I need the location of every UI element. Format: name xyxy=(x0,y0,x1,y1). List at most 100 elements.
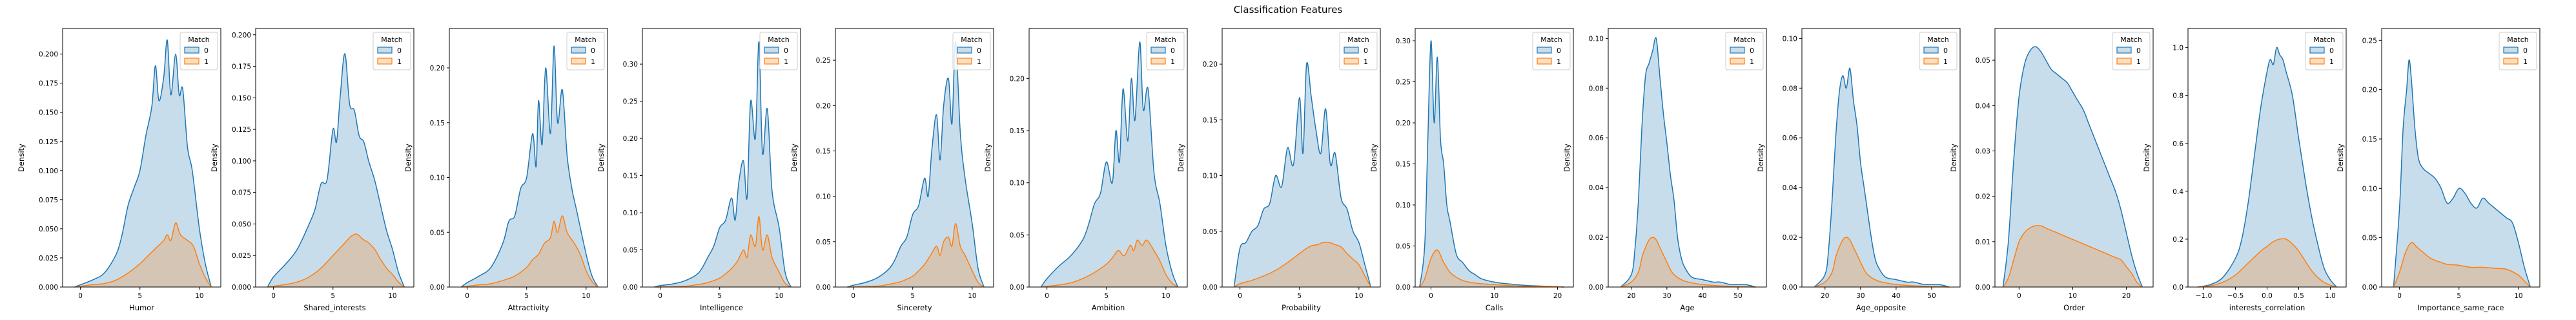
legend-entry-0: 0 xyxy=(1364,47,1368,55)
legend-swatch-0 xyxy=(2503,47,2519,54)
y-axis-label: Density xyxy=(1176,144,1185,172)
x-tick-label: 40 xyxy=(1892,292,1900,300)
y-tick-label: 0.04 xyxy=(1589,184,1604,192)
y-tick-label: 0.10 xyxy=(430,175,445,182)
axes-frame xyxy=(62,28,221,288)
x-tick-label: −0.5 xyxy=(2227,292,2244,300)
x-tick-label: 20 xyxy=(1553,292,1562,300)
y-tick-label: 0.20 xyxy=(1010,75,1025,83)
y-tick-label: 0.125 xyxy=(232,126,251,134)
legend-entry-0: 0 xyxy=(784,47,788,55)
x-tick-label: 5 xyxy=(1104,292,1109,300)
series-1-area xyxy=(654,216,792,287)
x-tick-label: 0 xyxy=(78,292,83,300)
x-tick-label: 10 xyxy=(582,292,590,300)
y-axis-label: Density xyxy=(210,144,219,172)
y-tick-label: 0.150 xyxy=(39,109,58,117)
legend-swatch-0 xyxy=(1537,47,1552,54)
y-tick-label: 0.20 xyxy=(1203,61,1218,69)
legend-entry-0: 0 xyxy=(2523,47,2528,55)
legend: Match 0 1 xyxy=(373,32,411,70)
y-tick-label: 0.4 xyxy=(2172,188,2183,196)
series-1-line xyxy=(461,215,598,288)
y-tick-label: 0.10 xyxy=(623,209,638,217)
y-tick-label: 0.05 xyxy=(1203,228,1218,236)
y-tick-label: 0.00 xyxy=(816,284,831,292)
x-tick-label: 0 xyxy=(658,292,662,300)
x-axis-label: Probability xyxy=(1282,303,1321,312)
y-tick-label: 0.8 xyxy=(2172,92,2183,100)
x-tick-label: 1.0 xyxy=(2325,292,2336,300)
y-tick-label: 0.08 xyxy=(1589,85,1604,92)
x-tick-label: 50 xyxy=(1927,292,1936,300)
series-1-line xyxy=(1620,237,1756,288)
legend-entry-0: 0 xyxy=(2329,47,2334,55)
legend: Match 0 1 xyxy=(1919,32,1958,70)
y-tick-label: 0.20 xyxy=(623,135,638,143)
y-tick-label: 0.25 xyxy=(2362,37,2377,45)
x-tick-label: 0 xyxy=(271,292,276,300)
legend: Match 0 1 xyxy=(2305,32,2344,70)
legend-entry-1: 1 xyxy=(204,58,209,66)
y-axis-label: Density xyxy=(983,144,992,172)
axes-frame xyxy=(2381,28,2540,288)
series-1-line xyxy=(847,222,985,288)
legend-title: Match xyxy=(961,36,983,44)
x-tick-label: 0 xyxy=(1045,292,1049,300)
y-tick-label: 0.00 xyxy=(2362,284,2377,292)
x-axis-label: Age xyxy=(1680,303,1694,312)
legend-swatch-0 xyxy=(377,47,393,54)
y-tick-label: 0.02 xyxy=(1783,234,1797,242)
x-tick-label: 50 xyxy=(1733,292,1742,300)
y-tick-label: 0.15 xyxy=(1203,116,1218,124)
subplot-10: 20 30 40 50 0.00 0.02 0.04 0.06 0.08 0.10 Age_oppo… xyxy=(1756,28,1961,312)
legend: Match 0 1 xyxy=(1532,32,1571,70)
legend-swatch-0 xyxy=(957,47,972,54)
y-tick-label: 0.00 xyxy=(1203,284,1218,292)
subplot-3: 0 5 100.000.050.100.150.20AttractivityDens… xyxy=(404,28,608,312)
x-axis-label: Attractivity xyxy=(508,303,549,312)
x-tick-label: 5 xyxy=(138,292,142,300)
y-tick-label: 0.25 xyxy=(1396,79,1411,87)
legend-entry-0: 0 xyxy=(204,47,209,55)
series-0-area xyxy=(1620,37,1756,287)
series-1-area xyxy=(2197,239,2337,287)
y-tick-label: 0.05 xyxy=(623,247,638,255)
legend-title: Match xyxy=(1154,36,1176,44)
x-axis-label: interests_correlation xyxy=(2229,303,2305,312)
legend-swatch-0 xyxy=(1923,47,1939,54)
series-0-line xyxy=(2197,47,2337,288)
axes-frame xyxy=(1608,28,1767,288)
y-tick-label: 0.00 xyxy=(1396,284,1411,292)
x-tick-label: 5 xyxy=(331,292,335,300)
y-axis-label: Density xyxy=(2142,144,2151,172)
legend: Match 0 1 xyxy=(952,32,991,70)
y-axis-label: Density xyxy=(404,144,413,172)
y-tick-label: 0.10 xyxy=(1396,202,1411,209)
y-tick-label: 0.15 xyxy=(1010,127,1025,135)
legend-title: Match xyxy=(2120,36,2142,44)
x-tick-label: 10 xyxy=(1161,292,1170,300)
series-1-line xyxy=(1419,250,1564,288)
series-1-area xyxy=(267,233,405,287)
x-axis-label: Calls xyxy=(1486,303,1503,312)
y-tick-label: 0.6 xyxy=(2172,140,2183,148)
x-tick-label: 10 xyxy=(2514,292,2522,300)
subplot-6: 0 5 100.000.050.100.150.20AmbitionDensityM… xyxy=(983,28,1188,312)
y-tick-label: 0.125 xyxy=(39,138,58,146)
x-tick-label: 20 xyxy=(2122,292,2131,300)
y-tick-label: 0.02 xyxy=(1976,193,1990,201)
legend-title: Match xyxy=(188,36,210,44)
x-tick-label: 0.5 xyxy=(2293,292,2304,300)
x-tick-label: 5 xyxy=(717,292,722,300)
y-tick-label: 0.075 xyxy=(39,197,58,204)
y-axis-label: Density xyxy=(1562,144,1571,172)
axes-frame xyxy=(642,28,801,288)
series-1-area xyxy=(1041,240,1178,287)
legend-swatch-1 xyxy=(1923,58,1939,65)
legend: Match 0 1 xyxy=(1725,32,1764,70)
x-axis-label: Intelligence xyxy=(700,303,743,312)
x-tick-label: 10 xyxy=(1490,292,1498,300)
legend-title: Match xyxy=(1927,36,1949,44)
